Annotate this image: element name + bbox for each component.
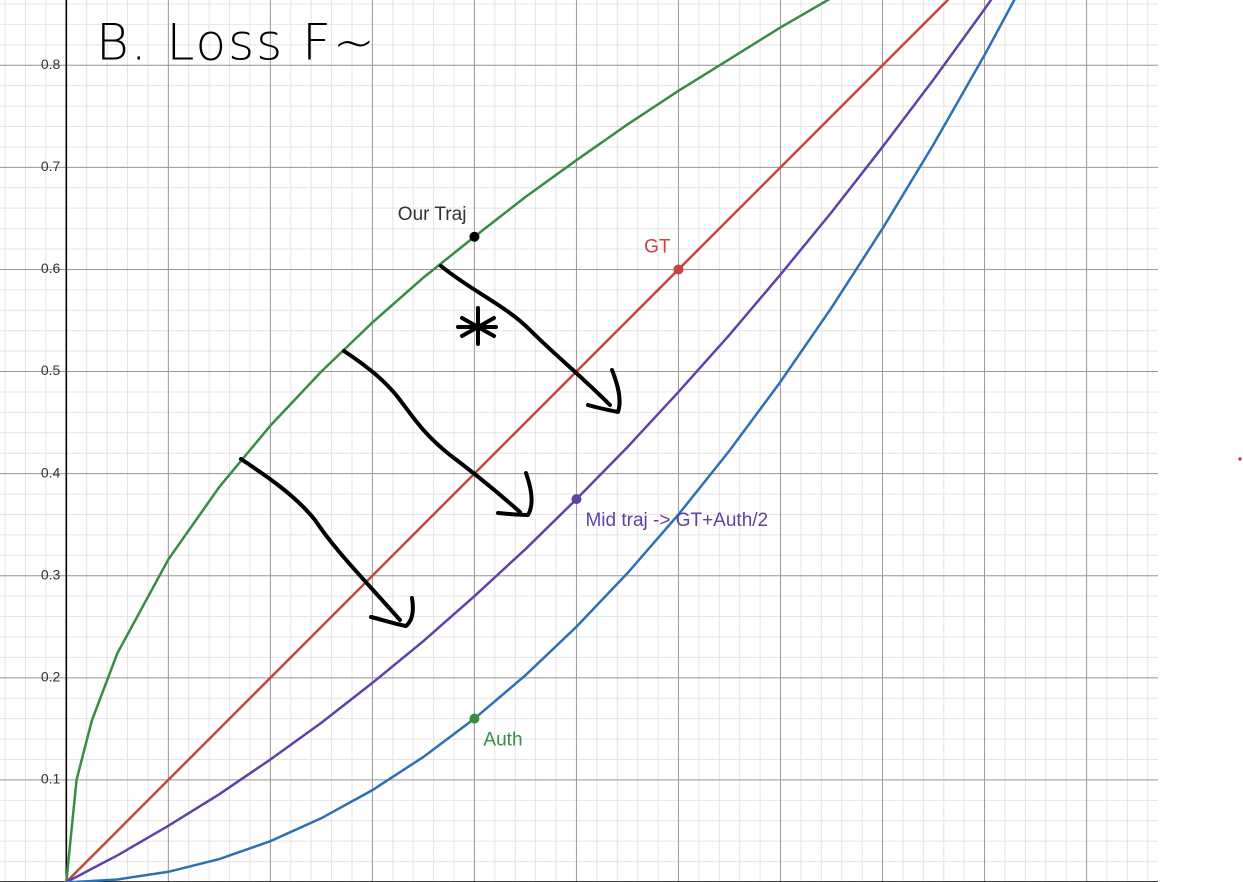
curve bbox=[65, 0, 993, 882]
arrow-head bbox=[496, 471, 534, 517]
y-tick-label: 0.5 bbox=[41, 362, 61, 378]
y-tick-label: 0.7 bbox=[41, 158, 61, 174]
point bbox=[469, 231, 480, 242]
y-tick-label: 0.2 bbox=[41, 669, 61, 685]
y-tick-label: 0.1 bbox=[41, 771, 61, 787]
arrow bbox=[342, 349, 522, 514]
curve bbox=[66, 0, 1016, 882]
point-label: GT bbox=[644, 236, 671, 257]
arrow bbox=[239, 457, 402, 622]
handwritten-title: B. Loss F~ bbox=[96, 14, 377, 72]
grid: 0.1 0.2 0.3 0.4 0.5 0.6 0.7 0.8 bbox=[0, 0, 1158, 882]
point bbox=[673, 264, 684, 275]
curves bbox=[65, 0, 1016, 882]
point-label: Mid traj -> GT+Auth/2 bbox=[585, 510, 768, 531]
handwriting: B. Loss F~ bbox=[96, 14, 1242, 628]
y-tick-label: 0.6 bbox=[41, 260, 61, 276]
arrow bbox=[439, 264, 612, 407]
stray-dot bbox=[1238, 457, 1242, 461]
y-tick-label: 0.4 bbox=[41, 464, 61, 480]
star bbox=[456, 306, 498, 346]
points: Our Traj GT Mid traj -> GT+Auth/2 Auth bbox=[398, 204, 768, 751]
y-tick-label: 0.8 bbox=[41, 56, 61, 72]
point-label: Auth bbox=[483, 730, 522, 751]
y-tick-label: 0.3 bbox=[41, 566, 61, 582]
point bbox=[469, 713, 480, 724]
arrow-head bbox=[586, 368, 622, 414]
curve bbox=[65, 0, 950, 882]
curve bbox=[65, 0, 831, 882]
arrow-head bbox=[369, 596, 415, 628]
point-label: Our Traj bbox=[398, 204, 467, 225]
point bbox=[571, 494, 582, 505]
